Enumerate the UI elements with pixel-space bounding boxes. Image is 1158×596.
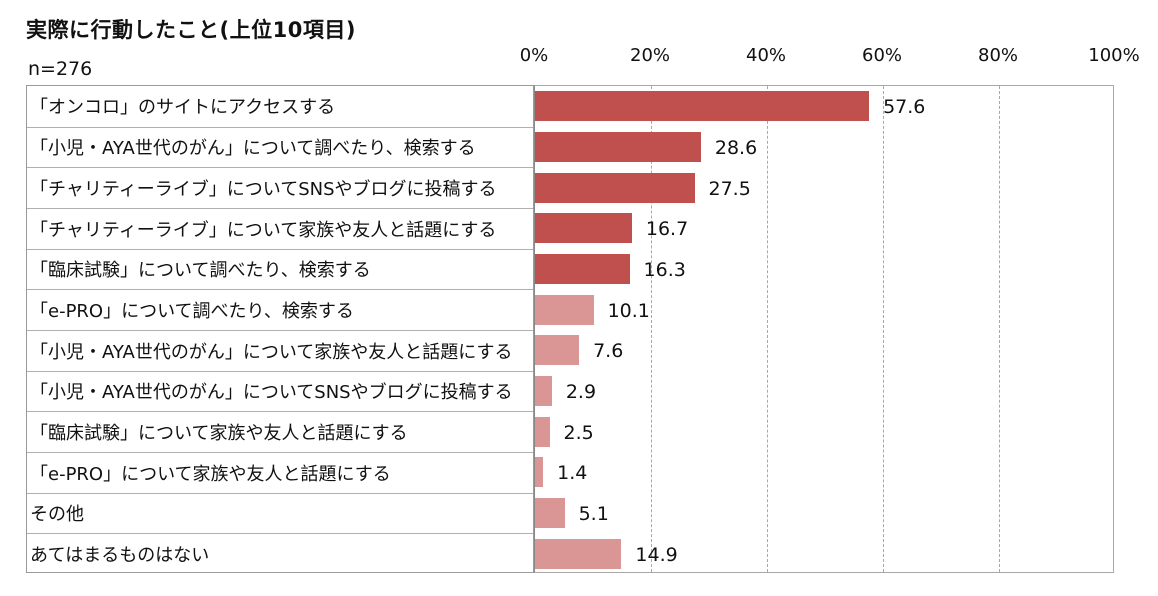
category-label: 「チャリティーライブ」について家族や友人と話題にする [27,208,533,249]
bar [535,294,594,325]
category-label: その他 [27,492,533,534]
sample-size-label: n=276 [28,58,93,80]
bar [535,335,580,366]
value-label: 28.6 [714,137,758,159]
value-label: 10.1 [607,299,650,322]
x-tick-label: 20% [629,45,671,66]
value-label: 16.3 [643,259,686,281]
plot-area: 57.6 28.6 27.5 16.7 16.3 10.1 7.6 2.9 2.5 1.4 5.1 1… [534,85,1114,573]
category-label: 「臨床試験」について調べたり、検索する [27,248,533,290]
value-label: 16.7 [645,218,689,241]
category-label: 「チャリティーライブ」についてSNSやブログに投稿する [27,167,533,208]
bar [535,132,701,162]
x-tick-label: 40% [745,45,787,66]
bar [535,498,565,528]
value-label: 57.6 [883,96,926,119]
bar [535,213,632,244]
gridline [999,86,1000,572]
x-tick-label: 100% [1088,45,1140,66]
bar [535,91,870,122]
category-label: 「小児・AYA世代のがん」について調べたり、検索する [27,126,533,168]
bar [535,254,630,284]
chart-title: 実際に行動したこと(上位10項目) [26,18,356,42]
category-label: 「e-PRO」について家族や友人と話題にする [27,452,533,493]
gridline [651,86,652,572]
bar [535,538,622,569]
value-label: 1.4 [557,462,588,485]
value-label: 5.1 [578,503,609,525]
x-tick-label: 60% [861,45,903,66]
bar [535,376,552,406]
x-tick-label: 0% [519,45,549,66]
category-label: 「臨床試験」について家族や友人と話題にする [27,411,533,452]
x-tick-label: 80% [977,45,1019,66]
value-label: 2.9 [565,381,597,403]
bar [535,416,550,447]
category-label: 「e-PRO」について調べたり、検索する [27,289,533,330]
bar [535,172,695,203]
gridline [767,86,768,572]
gridline [883,86,884,572]
value-label: 14.9 [635,543,678,566]
value-label: 7.6 [593,340,624,363]
value-label: 2.5 [563,421,594,444]
category-label-table: 「オンコロ」のサイトにアクセスする「小児・AYA世代のがん」について調べたり、検… [26,85,534,573]
value-label: 27.5 [708,177,751,200]
category-label: 「オンコロ」のサイトにアクセスする [30,97,336,119]
category-label: 「小児・AYA世代のがん」についてSNSやブログに投稿する [27,370,533,412]
bar [535,457,544,488]
category-label: 「小児・AYA世代のがん」について家族や友人と話題にする [27,330,533,371]
category-label: あてはまるものはない [27,533,533,574]
